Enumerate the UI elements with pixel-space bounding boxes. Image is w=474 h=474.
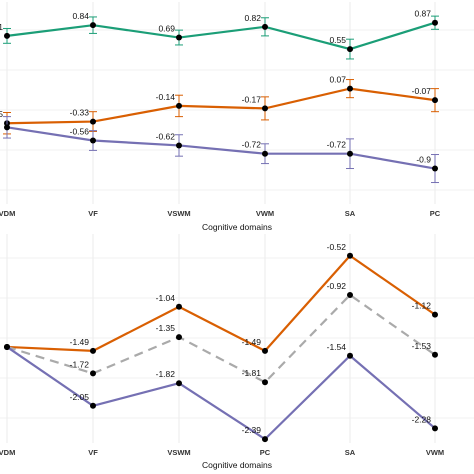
series-line	[6, 21, 436, 51]
data-point	[176, 380, 182, 387]
series-line	[6, 346, 436, 441]
data-point	[432, 425, 438, 432]
data-point	[432, 97, 438, 104]
data-label: 0.82	[244, 13, 261, 23]
data-label: -0.62	[156, 131, 176, 141]
x-tick-label: VF	[88, 209, 98, 218]
x-tick-label: VWM	[256, 209, 274, 218]
data-label: 0.69	[158, 24, 175, 34]
data-label: -0.56	[70, 127, 90, 137]
data-point	[90, 118, 96, 125]
data-point	[4, 343, 10, 350]
data-point	[347, 291, 353, 298]
top-chart-panel: 0.71 0.84 0.69 0.82 0.55 0.87 -0.35 -0.33 -0.14 -…	[0, 2, 474, 232]
data-label: -1.81	[242, 368, 262, 378]
data-point	[90, 137, 96, 144]
data-point	[176, 102, 182, 109]
x-tick-label: PC	[430, 209, 441, 218]
x-tick-label: SA	[345, 448, 356, 457]
data-label: 0.07	[329, 75, 346, 85]
data-label: -1.54	[327, 342, 347, 352]
data-label: 0.87	[414, 9, 431, 19]
data-point	[347, 252, 353, 259]
x-tick-label: SA	[345, 209, 356, 218]
data-point	[90, 22, 96, 29]
x-tick-label: VSWM	[167, 209, 190, 218]
data-point	[176, 303, 182, 310]
data-label: 0.71	[0, 22, 3, 32]
data-point	[432, 19, 438, 26]
series-line	[6, 126, 436, 170]
data-label: -1.82	[156, 369, 176, 379]
data-point	[4, 32, 10, 39]
data-label: -1.49	[70, 337, 90, 347]
data-label: -0.35	[0, 109, 3, 119]
data-label: -1.04	[156, 293, 176, 303]
data-label: -0.72	[327, 140, 347, 150]
data-label: -2.05	[70, 392, 90, 402]
data-point	[347, 85, 353, 92]
data-point	[176, 142, 182, 149]
x-axis-title: Cognitive domains	[202, 222, 272, 232]
data-label: -0.72	[242, 140, 262, 150]
data-point	[432, 311, 438, 318]
x-axis-title: Cognitive domains	[202, 460, 272, 470]
data-label: -1.49	[242, 337, 262, 347]
data-point	[347, 150, 353, 157]
data-label: -0.17	[242, 94, 262, 104]
data-label: -0.92	[327, 281, 347, 291]
data-label: -1.35	[156, 323, 176, 333]
data-label: -1.12	[412, 301, 432, 311]
data-point	[262, 379, 268, 386]
data-label: -0.07	[412, 86, 432, 96]
bottom-chart-panel: -1.49 -1.04 -1.49 -0.52 -1.12 -1.72 -1.35 -1.81…	[0, 234, 474, 470]
data-label: -0.9	[416, 155, 431, 165]
data-point	[432, 351, 438, 358]
series-line	[6, 293, 436, 384]
x-tick-label: PC	[260, 448, 271, 457]
data-point	[262, 347, 268, 354]
data-label: -1.72	[70, 359, 90, 369]
data-label: -0.33	[70, 108, 90, 118]
x-tick-label: VDM	[0, 448, 15, 457]
data-point	[90, 402, 96, 409]
data-label: -0.14	[156, 92, 176, 102]
data-point	[90, 370, 96, 377]
data-point	[176, 34, 182, 41]
data-point	[90, 347, 96, 354]
data-point	[262, 436, 268, 443]
series-line	[6, 254, 436, 353]
data-point	[262, 105, 268, 112]
x-tick-label: VWM	[426, 448, 444, 457]
data-point	[262, 23, 268, 30]
data-label: -2.39	[242, 425, 262, 435]
data-point	[176, 334, 182, 341]
data-label: 0.84	[72, 11, 89, 21]
x-tick-label: VDM	[0, 209, 15, 218]
data-label: 0.55	[329, 35, 346, 45]
data-label: -1.53	[412, 341, 432, 351]
data-point	[432, 165, 438, 172]
data-point	[347, 46, 353, 53]
data-point	[4, 124, 10, 131]
x-tick-label: VSWM	[167, 448, 190, 457]
x-tick-label: VF	[88, 448, 98, 457]
series-line	[6, 87, 436, 125]
data-label: -2.28	[412, 414, 432, 424]
data-label: -0.52	[327, 242, 347, 252]
data-point	[262, 150, 268, 157]
data-point	[347, 352, 353, 359]
